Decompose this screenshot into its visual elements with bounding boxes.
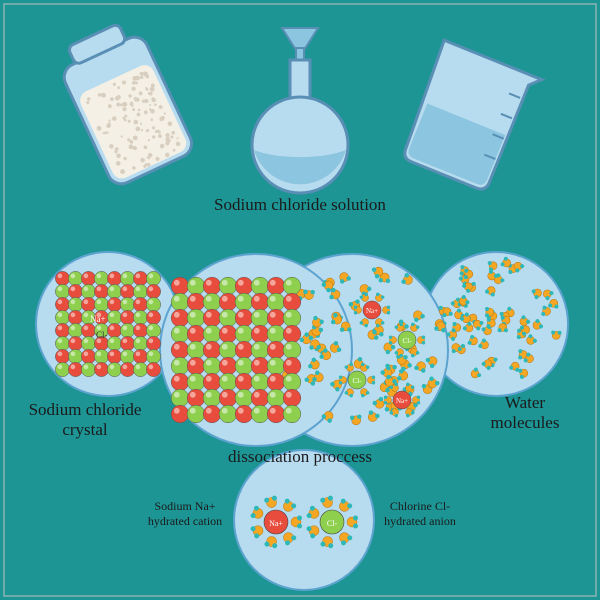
svg-text:hydrated cation: hydrated cation [148, 514, 222, 528]
svg-text:Na+: Na+ [366, 307, 378, 315]
label-crystal: Sodium chloride [29, 400, 142, 419]
svg-text:Cl-: Cl- [96, 330, 108, 340]
svg-text:molecules: molecules [491, 413, 560, 432]
label-solution: Sodium chloride solution [214, 195, 386, 214]
svg-text:Na+: Na+ [90, 314, 106, 324]
label-water: Water [505, 393, 545, 412]
svg-text:Na+: Na+ [396, 397, 408, 405]
svg-text:Cl-: Cl- [353, 377, 363, 385]
svg-text:Na+: Na+ [269, 519, 283, 528]
svg-text:hydrated anion: hydrated anion [384, 514, 456, 528]
label-sodium: Sodium Na+ [154, 499, 215, 513]
label-chlorine: Chlorine Cl- [390, 499, 450, 513]
label-dissociation: dissociation proccess [228, 447, 372, 466]
svg-text:crystal: crystal [62, 420, 108, 439]
infographic-canvas: Na+ Cl- Na+ Cl- Cl- Na+ Na+ Cl- Sodium chloride … [0, 0, 600, 600]
svg-text:Cl-: Cl- [403, 337, 413, 345]
svg-text:Cl-: Cl- [327, 519, 338, 528]
